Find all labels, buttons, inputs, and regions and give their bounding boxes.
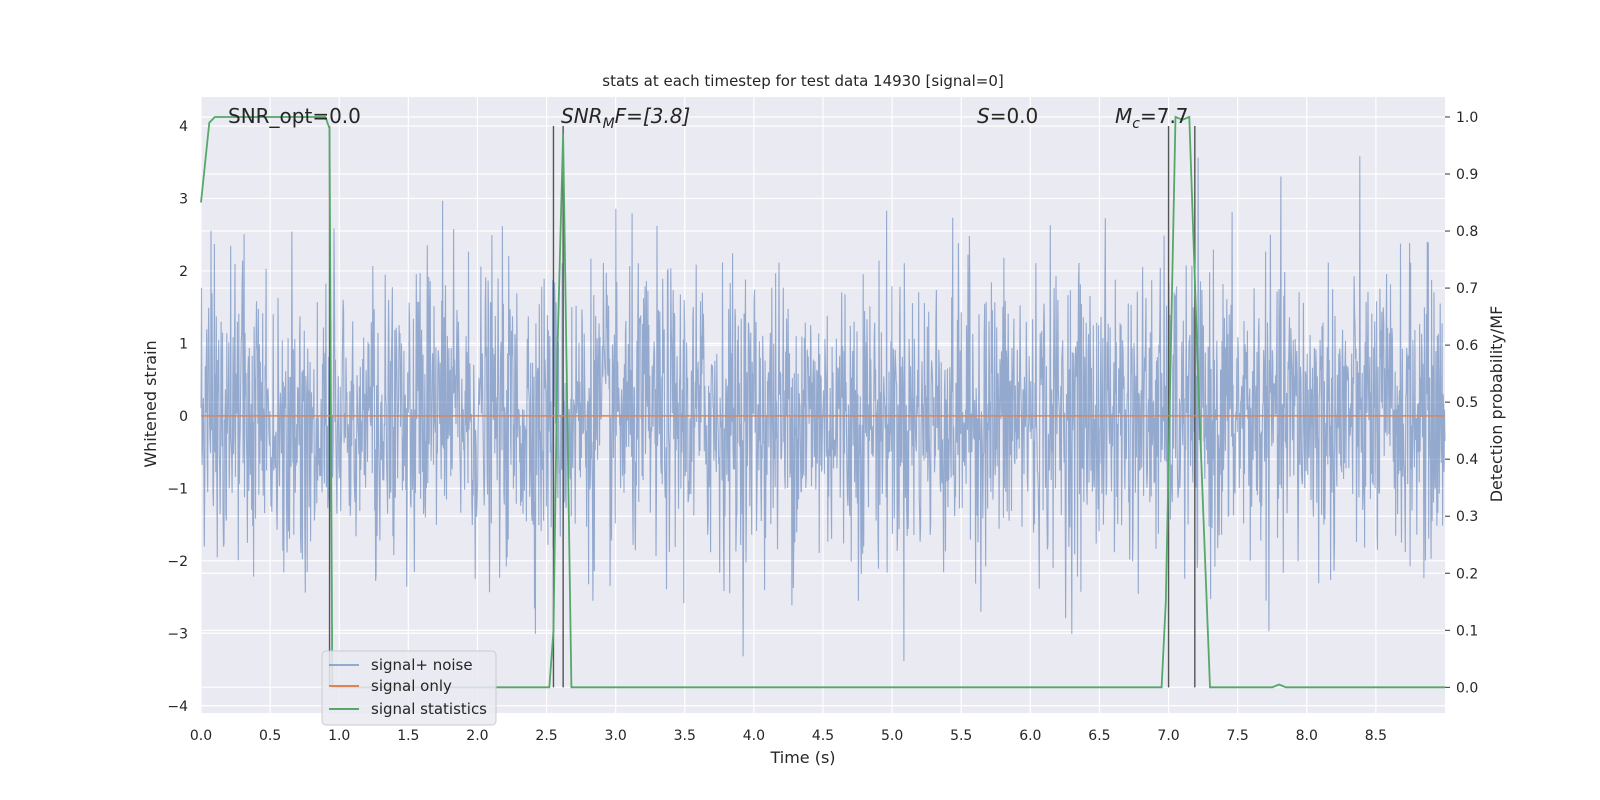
x-tick-label: 1.5: [397, 728, 419, 744]
legend-label-signal-noise: signal+ noise: [371, 656, 473, 674]
x-tick-label: 0.5: [259, 728, 281, 744]
y-right-tick-label: 0.9: [1456, 167, 1478, 183]
y-right-tick-label: 0.6: [1456, 338, 1478, 354]
x-axis-label: Time (s): [769, 748, 835, 767]
y-tick-label: 2: [179, 264, 188, 280]
x-tick-label: 2.5: [535, 728, 557, 744]
annotation-snr-mf: SNRMF=[3.8]: [561, 104, 690, 132]
x-tick-label: 4.5: [812, 728, 834, 744]
legend: signal+ noise signal only signal statist…: [321, 650, 497, 726]
x-tick-label: 3.0: [605, 728, 627, 744]
legend-label-signal-statistics: signal statistics: [371, 700, 487, 718]
annotation-snr-opt: SNR_opt=0.0: [228, 104, 361, 128]
y-right-tick-label: 0.8: [1456, 224, 1478, 240]
x-tick-label: 5.0: [881, 728, 903, 744]
y-right-tick-label: 0.0: [1456, 680, 1478, 696]
y-right-tick-label: 0.1: [1456, 623, 1478, 639]
x-tick-label: 3.5: [674, 728, 696, 744]
y-tick-label: 1: [179, 336, 188, 352]
tick-labels: 0.0 0.5 1.0 1.5 2.0 2.5 3.0 3.5 4.0 4.5 5.0 5.5 6.0 6…: [167, 110, 1478, 744]
y-right-tick-label: 0.2: [1456, 566, 1478, 582]
signal-noise-line: [200, 156, 1446, 662]
line-series: [200, 115, 1445, 689]
y-right-tick-label: 0.4: [1456, 452, 1478, 468]
y-tick-label: −1: [167, 481, 188, 497]
y-tick-label: −3: [167, 626, 188, 642]
x-tick-label: 0.0: [190, 728, 212, 744]
x-tick-label: 8.5: [1365, 728, 1387, 744]
x-tick-label: 7.5: [1227, 728, 1249, 744]
x-tick-label: 1.0: [328, 728, 350, 744]
y-right-tick-label: 1.0: [1456, 110, 1478, 126]
y-right-tick-label: 0.5: [1456, 395, 1478, 411]
x-tick-label: 5.5: [950, 728, 972, 744]
x-tick-label: 6.0: [1019, 728, 1041, 744]
y-axis-label-right: Detection probability/MF: [1487, 306, 1506, 503]
x-tick-label: 2.0: [466, 728, 488, 744]
annotation-s: S=0.0: [977, 104, 1038, 128]
signal-statistics-line: [200, 115, 1445, 689]
chart-title: stats at each timestep for test data 149…: [602, 72, 1003, 90]
y-tick-label: −4: [167, 699, 188, 715]
x-tick-label: 6.5: [1088, 728, 1110, 744]
annotation-mc: Mc=7.7: [1115, 104, 1189, 132]
y-tick-label: 3: [179, 191, 188, 207]
legend-label-signal-only: signal only: [371, 677, 452, 695]
y-axis-label: Whitened strain: [141, 340, 160, 467]
y-tick-label: 4: [179, 119, 188, 135]
y-right-tick-label: 0.7: [1456, 281, 1478, 297]
x-tick-label: 7.0: [1157, 728, 1179, 744]
y-tick-label: 0: [179, 409, 188, 425]
x-tick-label: 4.0: [743, 728, 765, 744]
y-tick-label: −2: [167, 554, 188, 570]
series-signal-noise: [200, 156, 1446, 662]
legend-box: [321, 650, 497, 726]
x-tick-label: 8.0: [1296, 728, 1318, 744]
y-right-tick-label: 0.3: [1456, 509, 1478, 525]
